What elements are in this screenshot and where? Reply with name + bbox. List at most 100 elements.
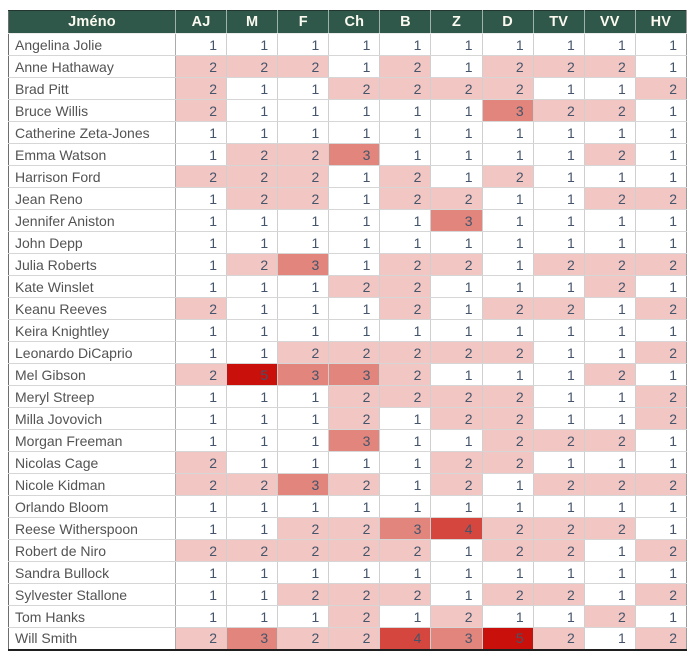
value-cell[interactable]: 2 — [379, 385, 432, 408]
value-cell[interactable]: 1 — [482, 121, 534, 144]
value-cell[interactable]: 1 — [482, 143, 534, 166]
value-cell[interactable]: 1 — [379, 495, 432, 518]
value-cell[interactable]: 2 — [430, 473, 483, 496]
row-name-cell[interactable]: Leonardo DiCaprio — [8, 341, 176, 364]
value-cell[interactable]: 1 — [328, 187, 381, 210]
value-cell[interactable]: 2 — [277, 143, 330, 166]
value-cell[interactable]: 1 — [277, 605, 330, 628]
value-cell[interactable]: 2 — [379, 165, 432, 188]
value-cell[interactable]: 2 — [482, 55, 534, 78]
value-cell[interactable]: 2 — [226, 55, 279, 78]
value-cell[interactable]: 1 — [226, 451, 279, 474]
value-cell[interactable]: 2 — [482, 385, 534, 408]
value-cell[interactable]: 2 — [379, 77, 432, 100]
value-cell[interactable]: 1 — [533, 561, 585, 584]
value-cell[interactable]: 1 — [379, 209, 432, 232]
row-name-cell[interactable]: Reese Witherspoon — [8, 517, 176, 540]
value-cell[interactable]: 1 — [379, 605, 432, 628]
column-header[interactable]: AJ — [175, 10, 228, 34]
value-cell[interactable]: 1 — [328, 209, 381, 232]
value-cell[interactable]: 1 — [533, 385, 585, 408]
value-cell[interactable]: 1 — [584, 341, 636, 364]
value-cell[interactable]: 1 — [430, 33, 483, 56]
value-cell[interactable]: 2 — [584, 517, 636, 540]
row-name-cell[interactable]: Sandra Bullock — [8, 561, 176, 584]
value-cell[interactable]: 1 — [328, 495, 381, 518]
value-cell[interactable]: 1 — [482, 605, 534, 628]
value-cell[interactable]: 2 — [175, 451, 228, 474]
value-cell[interactable]: 1 — [175, 561, 228, 584]
value-cell[interactable]: 1 — [175, 319, 228, 342]
value-cell[interactable]: 4 — [430, 517, 483, 540]
value-cell[interactable]: 1 — [226, 407, 279, 430]
value-cell[interactable]: 2 — [430, 77, 483, 100]
value-cell[interactable]: 1 — [635, 561, 687, 584]
value-cell[interactable]: 1 — [430, 121, 483, 144]
value-cell[interactable]: 2 — [226, 473, 279, 496]
value-cell[interactable]: 1 — [533, 275, 585, 298]
value-cell[interactable]: 1 — [277, 297, 330, 320]
row-name-cell[interactable]: Milla Jovovich — [8, 407, 176, 430]
value-cell[interactable]: 2 — [175, 165, 228, 188]
value-cell[interactable]: 2 — [379, 363, 432, 386]
value-cell[interactable]: 1 — [175, 517, 228, 540]
value-cell[interactable]: 1 — [277, 33, 330, 56]
value-cell[interactable]: 1 — [277, 77, 330, 100]
value-cell[interactable]: 2 — [328, 407, 381, 430]
value-cell[interactable]: 1 — [533, 319, 585, 342]
row-name-cell[interactable]: Will Smith — [8, 627, 176, 650]
value-cell[interactable]: 1 — [328, 297, 381, 320]
value-cell[interactable]: 2 — [277, 165, 330, 188]
value-cell[interactable]: 1 — [328, 561, 381, 584]
value-cell[interactable]: 2 — [584, 363, 636, 386]
row-name-cell[interactable]: Catherine Zeta-Jones — [8, 121, 176, 144]
row-name-cell[interactable]: Mel Gibson — [8, 363, 176, 386]
value-cell[interactable]: 1 — [328, 121, 381, 144]
row-name-cell[interactable]: Kate Winslet — [8, 275, 176, 298]
row-name-cell[interactable]: Keanu Reeves — [8, 297, 176, 320]
value-cell[interactable]: 2 — [175, 539, 228, 562]
value-cell[interactable]: 1 — [277, 209, 330, 232]
value-cell[interactable]: 1 — [533, 33, 585, 56]
value-cell[interactable]: 1 — [430, 55, 483, 78]
value-cell[interactable]: 2 — [226, 253, 279, 276]
value-cell[interactable]: 1 — [584, 451, 636, 474]
value-cell[interactable]: 1 — [533, 121, 585, 144]
value-cell[interactable]: 1 — [584, 165, 636, 188]
value-cell[interactable]: 1 — [635, 495, 687, 518]
value-cell[interactable]: 2 — [482, 429, 534, 452]
value-cell[interactable]: 2 — [533, 517, 585, 540]
value-cell[interactable]: 2 — [482, 583, 534, 606]
value-cell[interactable]: 1 — [482, 187, 534, 210]
value-cell[interactable]: 2 — [533, 99, 585, 122]
value-cell[interactable]: 2 — [635, 385, 687, 408]
value-cell[interactable]: 1 — [584, 385, 636, 408]
value-cell[interactable]: 2 — [584, 55, 636, 78]
value-cell[interactable]: 2 — [226, 165, 279, 188]
column-header[interactable]: B — [379, 10, 432, 34]
value-cell[interactable]: 3 — [277, 473, 330, 496]
value-cell[interactable]: 2 — [533, 627, 585, 650]
value-cell[interactable]: 2 — [533, 429, 585, 452]
value-cell[interactable]: 2 — [533, 473, 585, 496]
value-cell[interactable]: 1 — [635, 209, 687, 232]
value-cell[interactable]: 2 — [635, 187, 687, 210]
value-cell[interactable]: 1 — [482, 363, 534, 386]
value-cell[interactable]: 2 — [328, 517, 381, 540]
column-header[interactable]: M — [226, 10, 279, 34]
value-cell[interactable]: 2 — [379, 187, 432, 210]
row-name-cell[interactable]: Morgan Freeman — [8, 429, 176, 452]
value-cell[interactable]: 2 — [533, 55, 585, 78]
value-cell[interactable]: 1 — [533, 165, 585, 188]
value-cell[interactable]: 1 — [635, 451, 687, 474]
value-cell[interactable]: 3 — [328, 429, 381, 452]
value-cell[interactable]: 2 — [584, 143, 636, 166]
value-cell[interactable]: 2 — [482, 451, 534, 474]
value-cell[interactable]: 1 — [584, 495, 636, 518]
value-cell[interactable]: 1 — [635, 275, 687, 298]
value-cell[interactable]: 1 — [277, 99, 330, 122]
value-cell[interactable]: 1 — [482, 275, 534, 298]
value-cell[interactable]: 2 — [482, 165, 534, 188]
value-cell[interactable]: 1 — [635, 605, 687, 628]
value-cell[interactable]: 2 — [175, 473, 228, 496]
